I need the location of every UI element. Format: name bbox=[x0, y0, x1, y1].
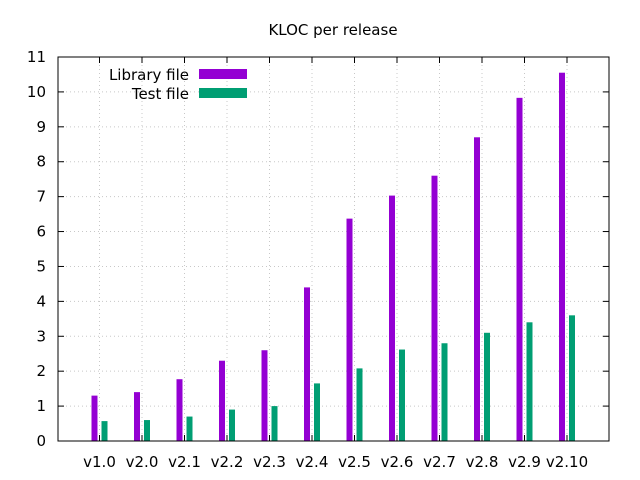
x-tick-label: v2.5 bbox=[338, 453, 371, 471]
chart-title: KLOC per release bbox=[268, 21, 397, 39]
bar-test-file bbox=[569, 315, 575, 441]
bar-test-file bbox=[186, 416, 193, 441]
bar-test-file bbox=[441, 343, 448, 441]
y-tick-label: 4 bbox=[36, 292, 46, 310]
y-tick-label: 5 bbox=[36, 257, 46, 275]
grid-lines bbox=[58, 57, 609, 441]
bar-library-file bbox=[389, 195, 395, 441]
bar-library-file bbox=[134, 392, 140, 441]
y-tick-label: 3 bbox=[36, 327, 46, 345]
axes: 0 1 2 3 4 5 6 7 8 9 10 11 v1.0 v2.0 v2.1 v2.2 v2.3 v2.4 v2… bbox=[27, 48, 610, 471]
y-tick-label: 9 bbox=[36, 118, 46, 136]
bar-test-file bbox=[526, 322, 533, 441]
bar-test-file bbox=[101, 421, 108, 441]
plot-border bbox=[57, 56, 610, 442]
x-tick-label: v2.6 bbox=[381, 453, 414, 471]
x-tick-label: v2.2 bbox=[211, 453, 244, 471]
x-tick-label: v2.0 bbox=[126, 453, 159, 471]
x-tick-label: v2.3 bbox=[253, 453, 286, 471]
bar-test-file bbox=[229, 409, 235, 441]
bar-library-file bbox=[304, 287, 310, 441]
bar-test-file bbox=[484, 332, 490, 441]
x-tick-label: v2.10 bbox=[546, 453, 588, 471]
y-tick-label: 0 bbox=[36, 432, 46, 450]
y-tick-label: 1 bbox=[36, 397, 46, 415]
x-tick-label: v2.7 bbox=[423, 453, 456, 471]
bar-library-file bbox=[261, 350, 268, 441]
y-tick-label: 11 bbox=[27, 48, 46, 66]
y-tick-label: 10 bbox=[27, 83, 46, 101]
x-tick-label: v2.8 bbox=[466, 453, 499, 471]
legend-label: Library file bbox=[109, 66, 189, 84]
bar-library-file bbox=[346, 218, 353, 441]
bar-library-file bbox=[176, 379, 183, 441]
y-tick-label: 8 bbox=[36, 153, 46, 171]
y-tick-label: 7 bbox=[36, 188, 46, 206]
x-tick-label: v2.9 bbox=[508, 453, 541, 471]
x-tick-label: v2.1 bbox=[168, 453, 201, 471]
bar-test-file bbox=[271, 406, 278, 441]
bar-library-file bbox=[91, 395, 98, 441]
x-tick-label: v1.0 bbox=[83, 453, 116, 471]
bar-library-file bbox=[219, 360, 225, 441]
legend-swatch bbox=[199, 69, 247, 79]
bar-test-file bbox=[356, 368, 363, 441]
x-tick-label: v2.4 bbox=[296, 453, 329, 471]
y-tick-label: 2 bbox=[36, 362, 46, 380]
bar-library-file bbox=[516, 97, 523, 442]
y-tick-label: 6 bbox=[36, 223, 46, 241]
bar-test-file bbox=[314, 383, 320, 441]
bar-test-file bbox=[399, 349, 405, 441]
bar-library-file bbox=[474, 137, 480, 442]
bar-library-file bbox=[431, 175, 438, 441]
legend-label: Test file bbox=[131, 85, 189, 103]
bar-library-file bbox=[559, 72, 565, 441]
legend-swatch bbox=[199, 88, 247, 98]
bars bbox=[91, 72, 575, 442]
bar-test-file bbox=[144, 420, 150, 441]
